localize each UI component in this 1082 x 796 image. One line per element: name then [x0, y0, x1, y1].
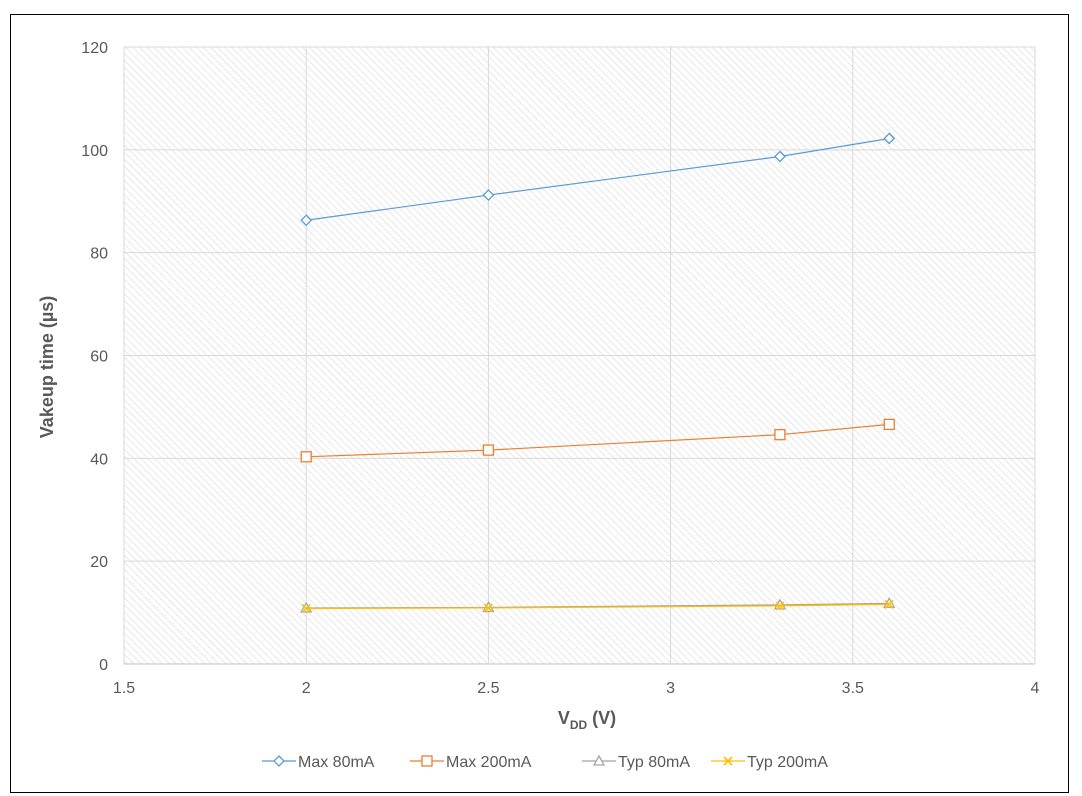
x-tick-label: 1.5: [113, 680, 135, 697]
legend-marker: [592, 754, 606, 766]
legend-item: Max 200mA: [410, 754, 532, 771]
data-point: [483, 603, 493, 613]
tick-labels: 0 20 40 60 80 100 120 1.5 2 2.5 3 3.5 4: [81, 40, 1039, 697]
y-tick-label: 40: [90, 451, 108, 468]
legend: Max 80mA Max 200mA Typ 80mA Typ 200mA: [262, 754, 828, 771]
data-point: [884, 599, 894, 609]
y-tick-label: 120: [81, 40, 108, 57]
x-tick-label: 3: [666, 680, 675, 697]
legend-item: Typ 80mA: [582, 754, 690, 771]
data-point: [300, 214, 313, 227]
legend-marker: [723, 756, 733, 766]
series-1: [300, 132, 896, 227]
legend-label: Typ 200mA: [747, 754, 828, 771]
data-point: [774, 429, 786, 441]
y-tick-label: 80: [90, 246, 108, 263]
grid-lines: [123, 46, 1036, 665]
series-layer: [300, 132, 896, 614]
legend-marker: [273, 755, 285, 767]
x-tick-label: 3.5: [842, 680, 864, 697]
y-tick-label: 20: [90, 554, 108, 571]
x-axis-label-unit: (V): [587, 708, 616, 728]
series-line: [306, 423, 890, 458]
data-point: [301, 603, 311, 614]
x-axis-label-sub: DD: [570, 718, 588, 732]
series-2: [300, 418, 895, 463]
series-line: [306, 603, 890, 610]
y-tick-label: 60: [90, 349, 108, 366]
x-tick-label: 4: [1031, 680, 1040, 697]
data-point: [883, 418, 895, 431]
y-tick-label: 100: [81, 143, 108, 160]
x-tick-label: 2.5: [477, 680, 499, 697]
data-point: [300, 451, 312, 463]
legend-label: Max 80mA: [298, 754, 375, 771]
legend-item: Typ 200mA: [711, 754, 828, 771]
legend-item: Max 80mA: [262, 754, 375, 771]
legend-label: Max 200mA: [446, 754, 532, 771]
legend-label: Typ 80mA: [618, 754, 690, 771]
legend-marker: [421, 755, 433, 767]
data-point: [774, 150, 786, 163]
x-tick-label: 2: [302, 680, 311, 697]
y-tick-label: 0: [99, 657, 108, 674]
data-point: [482, 444, 495, 456]
data-point: [482, 189, 495, 201]
y-axis-label: Vakeup time (µs): [37, 296, 57, 438]
series-4: [301, 599, 894, 614]
x-axis-label-main: V: [558, 708, 570, 728]
series-line: [306, 137, 890, 221]
x-axis-label: VDD (V): [558, 708, 616, 732]
data-point: [775, 601, 785, 611]
data-point: [883, 132, 896, 145]
